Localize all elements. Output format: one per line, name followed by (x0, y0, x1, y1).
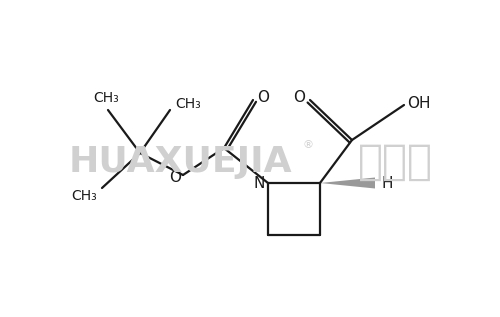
Text: HUAXUEJIA: HUAXUEJIA (68, 145, 292, 179)
Text: CH₃: CH₃ (175, 97, 201, 111)
Text: ®: ® (302, 140, 314, 150)
Polygon shape (320, 178, 375, 189)
Text: O: O (169, 170, 181, 184)
Text: CH₃: CH₃ (93, 91, 119, 105)
Text: O: O (293, 90, 305, 106)
Text: O: O (257, 89, 269, 105)
Text: OH: OH (407, 95, 431, 111)
Text: CH₃: CH₃ (71, 189, 97, 203)
Text: H: H (382, 176, 393, 191)
Text: 化学加: 化学加 (358, 141, 432, 183)
Text: N: N (254, 177, 264, 191)
